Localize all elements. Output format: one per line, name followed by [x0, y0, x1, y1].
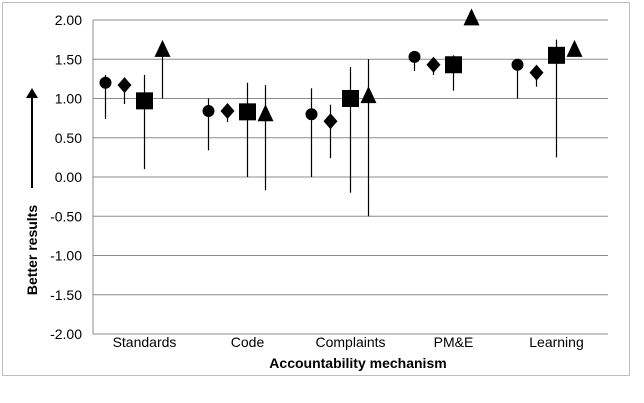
- y-tick-label: 0.50: [55, 130, 82, 146]
- data-point-square: [548, 46, 565, 64]
- y-tick-label: -1.00: [50, 248, 82, 264]
- x-tick-label: PM&E: [434, 334, 474, 350]
- y-tick-label: 1.50: [55, 51, 82, 67]
- data-point-triangle: [257, 104, 274, 122]
- data-point-circle: [99, 76, 112, 89]
- data-point-triangle: [463, 8, 480, 26]
- data-point-diamond: [220, 103, 235, 120]
- y-axis-label-group: Better results: [24, 88, 40, 295]
- data-point-triangle: [154, 39, 171, 57]
- data-point-triangle: [566, 39, 583, 57]
- gridlines: [92, 19, 608, 335]
- up-arrow-icon: [26, 88, 38, 98]
- data-point-diamond: [529, 64, 544, 81]
- y-tick-label: -0.50: [50, 208, 82, 224]
- data-point-circle: [511, 58, 524, 71]
- data-point-triangle: [360, 86, 377, 104]
- x-axis-label: Accountability mechanism: [269, 355, 446, 371]
- y-tick-label: -1.50: [50, 287, 82, 303]
- x-tick-label: Standards: [113, 334, 177, 350]
- data-point-square: [136, 92, 153, 110]
- y-axis-label: Better results: [24, 205, 40, 295]
- data-point-square: [239, 103, 256, 121]
- data-point-diamond: [117, 77, 132, 94]
- x-tick-label: Code: [231, 334, 265, 350]
- data-marks: [99, 8, 583, 217]
- x-tick-labels: Standards Code Complaints PM&E Learning: [113, 334, 584, 350]
- y-tick-label: 2.00: [55, 12, 82, 28]
- data-point-diamond: [426, 56, 441, 73]
- y-tick-label: -2.00: [50, 326, 82, 342]
- data-point-circle: [305, 108, 318, 121]
- data-point-circle: [408, 50, 421, 63]
- y-tick-label: 1.00: [55, 91, 82, 107]
- data-point-square: [445, 56, 462, 74]
- y-tick-label: 0.00: [55, 169, 82, 185]
- data-point-square: [342, 90, 359, 107]
- data-point-circle: [202, 105, 215, 118]
- y-tick-labels: 2.00 1.50 1.00 0.50 0.00 -0.50 -1.00 -1.50 -2.00: [50, 12, 82, 342]
- data-point-diamond: [323, 113, 338, 130]
- chart-frame: [2, 2, 630, 376]
- x-tick-label: Complaints: [315, 334, 385, 350]
- x-tick-label: Learning: [529, 334, 584, 350]
